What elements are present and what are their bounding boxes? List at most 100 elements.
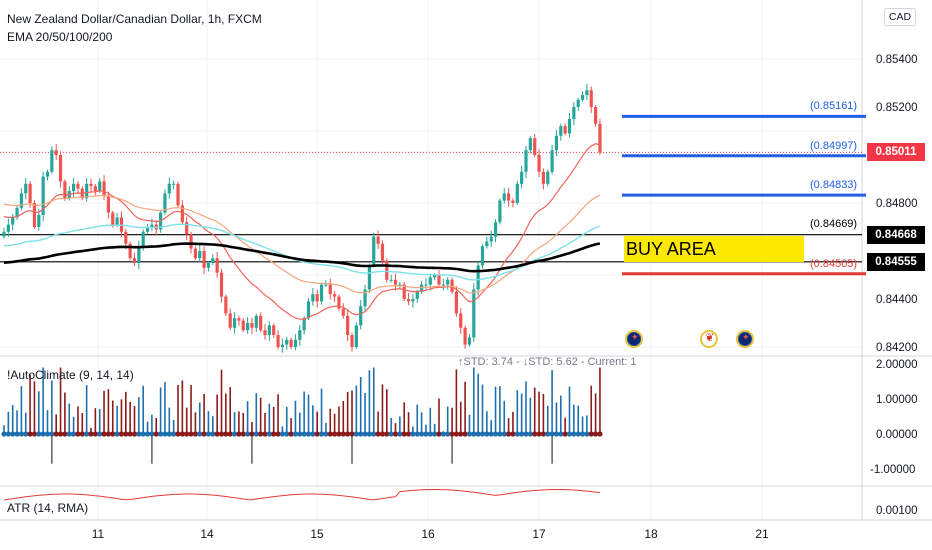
- time-tick-label: 16: [421, 527, 435, 541]
- climate-dot: [401, 431, 407, 437]
- climate-dot: [31, 431, 38, 437]
- climate-dot: [62, 431, 68, 437]
- candle-body: [141, 231, 145, 247]
- climate-dot: [162, 431, 168, 437]
- candle-body: [41, 176, 45, 215]
- candle-body: [250, 323, 254, 328]
- climate-dot: [97, 431, 103, 437]
- climate-dot: [236, 431, 242, 437]
- climate-dot: [136, 431, 142, 437]
- climate-dot: [427, 431, 433, 437]
- candle-body: [132, 258, 137, 263]
- climate-dot: [49, 431, 55, 437]
- nz-flag-icon[interactable]: [736, 330, 754, 348]
- ca-flag-icon[interactable]: [700, 330, 718, 348]
- atr-series: [3, 489, 600, 501]
- candle-body: [385, 260, 389, 280]
- ema-legend[interactable]: EMA 20/50/100/200: [7, 30, 113, 44]
- climate-dot: [475, 431, 481, 437]
- candle-body: [433, 275, 437, 278]
- candle-body: [167, 183, 171, 194]
- currency-badge[interactable]: CAD: [884, 8, 916, 26]
- climate-tick-label: 2.00000: [876, 359, 918, 371]
- candle-body: [567, 119, 572, 134]
- ema50-line: [3, 194, 601, 294]
- candle-body: [298, 330, 302, 340]
- climate-dot: [75, 431, 81, 437]
- candle-body: [428, 277, 432, 285]
- climate-dot: [358, 431, 364, 437]
- candle-body: [406, 299, 411, 302]
- climate-dot: [201, 431, 207, 437]
- climate-dot: [562, 431, 568, 437]
- candle-body: [89, 183, 93, 187]
- atr-legend[interactable]: ATR (14, RMA): [7, 501, 89, 515]
- candle-body: [328, 284, 332, 295]
- candle-body: [6, 224, 10, 232]
- candle-body: [337, 296, 341, 309]
- candle-body: [424, 284, 428, 286]
- climate-dot: [553, 431, 560, 437]
- candle-body: [37, 215, 41, 227]
- climate-tick-label: 1.00000: [876, 394, 918, 406]
- climate-dot: [53, 431, 59, 437]
- price-tick-label: 0.85200: [876, 102, 918, 114]
- candle-body: [176, 183, 180, 206]
- climate-dot: [575, 431, 581, 437]
- climate-dot: [332, 431, 338, 437]
- candle-body: [76, 183, 80, 189]
- climate-dot: [227, 431, 233, 437]
- climate-dot: [462, 431, 468, 437]
- climate-dot: [527, 431, 533, 437]
- candle-body: [372, 236, 376, 266]
- climate-dot: [584, 431, 590, 437]
- climate-dot: [44, 431, 51, 437]
- climate-dot: [258, 431, 264, 437]
- climate-dot: [305, 431, 312, 437]
- climate-dot: [379, 431, 386, 437]
- candle-body: [554, 135, 559, 151]
- candle-body: [563, 126, 567, 134]
- climate-dot: [1, 431, 7, 437]
- candle-body: [411, 299, 415, 302]
- candle-body: [11, 217, 15, 225]
- climate-dot: [423, 431, 429, 437]
- candle-body: [319, 284, 324, 302]
- climate-dot: [284, 431, 290, 437]
- climate-dot: [519, 431, 525, 437]
- autoclimate-legend[interactable]: !AutoClimate (9, 14, 14): [7, 368, 134, 382]
- candle-body: [172, 183, 176, 185]
- candle-body: [228, 313, 232, 328]
- climate-dot: [301, 431, 307, 437]
- candle-body: [206, 263, 211, 268]
- candle-body: [437, 275, 441, 285]
- candle-body: [15, 207, 19, 218]
- level-label: (0.84505): [810, 257, 858, 270]
- climate-dot: [88, 431, 94, 437]
- climate-dot: [579, 431, 586, 437]
- climate-dot: [497, 431, 503, 437]
- climate-dot: [471, 431, 477, 437]
- climate-dot: [197, 431, 203, 437]
- candle-body: [402, 284, 406, 299]
- candle-body: [198, 251, 202, 259]
- candle-body: [359, 306, 363, 326]
- nz-flag-icon[interactable]: [625, 330, 643, 348]
- candle-body: [585, 90, 589, 95]
- candle-body: [576, 99, 580, 107]
- candle-body: [341, 308, 345, 316]
- candle-body: [350, 335, 354, 347]
- candle-body: [163, 193, 167, 213]
- climate-dot: [514, 431, 520, 437]
- candle-body: [446, 279, 450, 285]
- climate-dot: [10, 431, 16, 437]
- candle-body: [106, 195, 110, 213]
- climate-dot: [340, 431, 346, 437]
- time-tick-label: 21: [755, 527, 769, 541]
- candle-body: [185, 222, 189, 235]
- climate-dot: [384, 431, 390, 437]
- time-tick-label: 14: [200, 527, 214, 541]
- climate-dot: [310, 431, 316, 437]
- candle-body: [589, 90, 593, 107]
